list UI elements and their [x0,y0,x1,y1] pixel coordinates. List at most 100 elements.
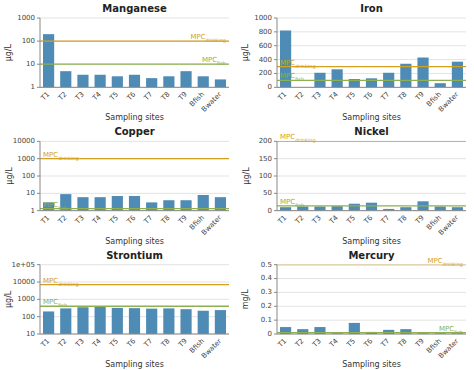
bar [198,76,209,87]
bar [95,75,106,88]
x-tick-label: T3 [310,90,323,103]
x-tick-label: T7 [379,90,392,103]
x-tick-label: T7 [142,214,155,227]
y-axis [40,265,41,334]
panel: 050100150200MPCdrinkingMPCfishT1T2T3T4T5… [242,126,467,245]
bar [417,58,428,88]
reference-label-main: MPC [280,59,295,67]
bar [332,69,343,87]
bar [435,83,446,87]
bar [452,207,463,210]
x-tick-label: T7 [379,337,392,350]
x-tick-label: T3 [73,90,86,103]
grid-line [40,210,229,211]
bar [215,310,226,334]
reference-label-sub: drinking [58,281,78,288]
x-tick-label: Bwater [437,90,460,113]
bar [452,62,463,88]
x-tick-label: T5 [345,214,358,227]
x-tick-label: T8 [396,90,409,103]
y-tick-label: 10000 [13,137,35,145]
reference-label: MPCfish [280,72,304,82]
reference-line [40,208,229,209]
y-axis [277,18,278,87]
x-tick-label: T7 [142,90,155,103]
y-tick-label: 10000 [13,278,35,286]
grid-line [40,18,229,19]
plot-area [40,34,229,87]
y-tick-label: 100 [22,37,35,45]
x-tick-label: T7 [142,337,155,350]
y-tick-label: 0 [268,83,272,91]
x-tick-label: T2 [56,214,69,227]
reference-label-main: MPC [190,33,205,41]
x-tick-label: T8 [396,214,409,227]
x-tick-label: Bwater [437,214,460,237]
x-tick-label: T3 [73,337,86,350]
reference-label-sub: drinking [443,261,463,268]
bar [43,311,54,334]
plot-area [277,30,466,87]
grid-line [277,176,466,177]
x-axis [277,210,466,211]
grid-line [277,193,466,194]
reference-label: MPCdrinking [427,257,463,268]
y-tick-label: 100 [22,313,35,321]
y-tick-label: 0.3 [261,288,272,296]
y-axis [40,18,41,87]
grid-line [277,306,466,307]
grid-line [277,334,466,335]
title: Nickel [354,126,388,137]
y-tick-label: 0.1 [261,316,272,324]
y-tick-label: 1000 [17,14,35,22]
reference-line [277,332,466,333]
y-tick-label: 10 [26,330,35,338]
reference-label-main: MPC [280,133,295,141]
bar [280,207,291,210]
x-axis-label: Sampling sites [342,113,401,122]
panel: 110100100010000MPCdrinkingMPCfishT1T2T3T… [5,126,230,245]
panel: 02004006008001000MPCdrinkingMPCfishT1T2T… [242,3,467,122]
x-tick-label: Bwater [200,214,223,237]
y-tick-label: 1 [31,207,35,215]
x-tick-label: T2 [293,337,306,350]
y-tick-label: 0 [268,330,272,338]
x-tick-label: T6 [362,337,375,350]
x-tick-label: T4 [90,213,103,226]
reference-line [40,64,229,65]
x-tick-label: T5 [108,214,121,227]
bar [400,329,411,334]
reference-label-main: MPC [427,257,442,265]
grid-line [277,320,466,321]
reference-label-sub: fish [58,302,67,308]
bar [400,64,411,88]
x-axis [277,334,466,335]
x-tick-label: T1 [39,337,52,350]
y-tick-label: 100 [22,172,35,180]
grid-line [40,299,229,300]
reference-label-sub: drinking [295,63,315,70]
y-axis-label: µg/L [242,43,251,61]
x-tick-label: T1 [276,337,289,350]
x-tick-label: T4 [327,90,340,103]
bar [163,308,174,334]
panel: 1101001000MPCdrinkingMPCfishT1T2T3T4T5T6… [5,3,230,122]
y-tick-label: 1000 [17,155,35,163]
y-tick-label: 600 [259,42,272,50]
bar [180,71,191,87]
y-tick-label: 1000 [254,14,272,22]
x-axis-label: Sampling sites [105,360,164,369]
reference-label-sub: drinking [295,137,315,144]
x-axis-label: Sampling sites [342,360,401,369]
x-tick-label: T6 [362,213,375,226]
bar [332,206,343,211]
y-axis-label: µg/L [5,43,14,61]
y-tick-label: 200 [259,137,272,145]
x-axis [40,87,229,88]
y-axis [277,265,278,334]
reference-label: MPCfish [280,198,304,208]
x-tick-label: Bwater [200,337,223,360]
bar [180,309,191,334]
reference-label-sub: fish [454,329,463,335]
x-tick-label: T8 [159,90,172,103]
